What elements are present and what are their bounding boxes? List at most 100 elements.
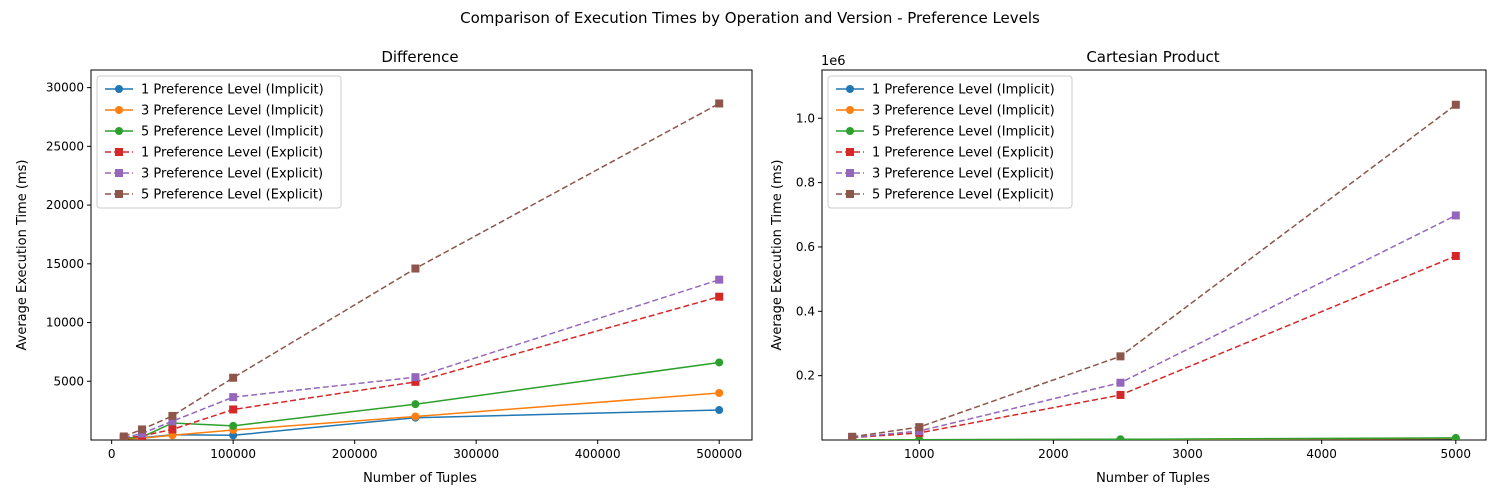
- data-point: [1451, 100, 1460, 109]
- legend-swatch-marker: [846, 106, 854, 114]
- legend-label: 5 Preference Level (Explicit): [872, 188, 1054, 203]
- chart-difference: Difference Number of Tuples Average Exec…: [15, 48, 753, 486]
- x-tick-label: 4000: [1306, 447, 1337, 461]
- legend-swatch-marker: [115, 169, 123, 177]
- y-axis-label: Average Execution Time (ms): [770, 160, 785, 351]
- legend-swatch-marker: [115, 190, 123, 198]
- data-point: [915, 423, 924, 432]
- data-point: [1116, 352, 1125, 361]
- data-point: [229, 405, 238, 414]
- data-point: [1116, 390, 1125, 399]
- data-point: [229, 373, 238, 382]
- data-point: [715, 406, 724, 415]
- data-point: [715, 292, 724, 301]
- data-point: [715, 389, 724, 398]
- x-tick-label: 0: [108, 447, 116, 461]
- y-axis-offset-label: 1e6: [821, 54, 846, 69]
- legend-label: 3 Preference Level (Explicit): [872, 167, 1054, 182]
- legend-swatch-marker: [115, 148, 123, 156]
- data-point: [1451, 433, 1460, 440]
- data-point: [1451, 251, 1460, 260]
- series-line: [123, 295, 720, 439]
- data-point: [138, 429, 147, 438]
- legend-swatch-marker: [115, 85, 123, 93]
- y-tick-label: 10000: [46, 316, 84, 330]
- data-point: [411, 400, 420, 409]
- data-point: [715, 99, 724, 108]
- legend-swatch-marker: [846, 127, 854, 135]
- y-tick-label: 0.2: [796, 369, 815, 383]
- legend-label: 5 Preference Level (Implicit): [141, 125, 324, 140]
- data-point: [229, 393, 238, 402]
- y-tick-label: 1.0: [796, 111, 815, 125]
- legend: 1 Preference Level (Implicit) 3 Preferenc…: [827, 75, 1073, 209]
- x-tick-label: 5000: [1441, 447, 1472, 461]
- data-point: [848, 432, 857, 440]
- data-point: [715, 358, 724, 367]
- legend-label: 3 Preference Level (Implicit): [141, 104, 324, 119]
- legend-label: 5 Preference Level (Implicit): [872, 125, 1055, 140]
- legend-label: 3 Preference Level (Implicit): [872, 104, 1055, 119]
- legend-swatch-marker: [846, 169, 854, 177]
- legend-label: 1 Preference Level (Explicit): [141, 146, 323, 161]
- data-point: [1451, 211, 1460, 220]
- series-line: [852, 255, 1457, 439]
- plot-area: [848, 100, 1460, 440]
- x-tick-label: 100000: [210, 447, 256, 461]
- data-point: [138, 425, 147, 434]
- x-tick-label: 200000: [332, 447, 378, 461]
- series-line: [852, 437, 1456, 440]
- y-tick-label: 15000: [46, 257, 84, 271]
- x-tick-label: 400000: [575, 447, 621, 461]
- y-tick-label: 30000: [46, 81, 84, 95]
- x-tick-label: 3000: [1172, 447, 1203, 461]
- chart-title: Cartesian Product: [1086, 48, 1219, 66]
- legend-label: 3 Preference Level (Explicit): [141, 167, 323, 182]
- legend-swatch-marker: [115, 127, 123, 135]
- y-tick-label: 5000: [53, 374, 84, 388]
- legend-label: 1 Preference Level (Implicit): [141, 83, 324, 98]
- series-line: [123, 278, 720, 439]
- data-point: [411, 264, 420, 273]
- y-tick-label: 0.6: [796, 240, 815, 254]
- legend-swatch-marker: [846, 85, 854, 93]
- chart-title: Difference: [381, 48, 458, 66]
- data-point: [715, 275, 724, 284]
- chart-cartesian-product: Cartesian Product Number of Tuples Avera…: [770, 48, 1487, 486]
- plot-frame: [90, 69, 753, 441]
- data-point: [229, 421, 238, 430]
- legend-swatch-marker: [115, 106, 123, 114]
- data-point: [1116, 435, 1125, 440]
- x-tick-label: 1000: [904, 447, 935, 461]
- data-point: [411, 377, 420, 386]
- legend-frame: [827, 75, 1073, 209]
- y-tick-label: 20000: [46, 198, 84, 212]
- data-point: [168, 425, 177, 434]
- series-line: [123, 409, 720, 439]
- x-tick-label: 2000: [1038, 447, 1069, 461]
- legend-swatch-marker: [846, 190, 854, 198]
- data-point: [411, 373, 420, 382]
- y-tick-label: 0.4: [796, 304, 815, 318]
- legend-label: 1 Preference Level (Implicit): [872, 83, 1055, 98]
- plot-area: [119, 99, 724, 440]
- data-point: [119, 432, 128, 440]
- x-axis-label: Number of Tuples: [363, 471, 477, 486]
- legend-label: 1 Preference Level (Explicit): [872, 146, 1054, 161]
- y-tick-label: 0.8: [796, 176, 815, 190]
- y-tick-label: 25000: [46, 139, 84, 153]
- data-point: [1116, 378, 1125, 387]
- data-point: [168, 411, 177, 420]
- x-tick-label: 300000: [453, 447, 499, 461]
- y-axis-label: Average Execution Time (ms): [15, 160, 30, 351]
- figure-suptitle: Comparison of Execution Times by Operati…: [460, 9, 1040, 27]
- x-axis-label: Number of Tuples: [1096, 471, 1210, 486]
- data-point: [168, 417, 177, 426]
- legend-swatch-marker: [846, 148, 854, 156]
- data-point: [411, 412, 420, 421]
- legend: 1 Preference Level (Implicit) 3 Preferenc…: [96, 75, 342, 209]
- series-line: [852, 214, 1457, 439]
- legend-frame: [96, 75, 342, 209]
- x-tick-label: 500000: [696, 447, 742, 461]
